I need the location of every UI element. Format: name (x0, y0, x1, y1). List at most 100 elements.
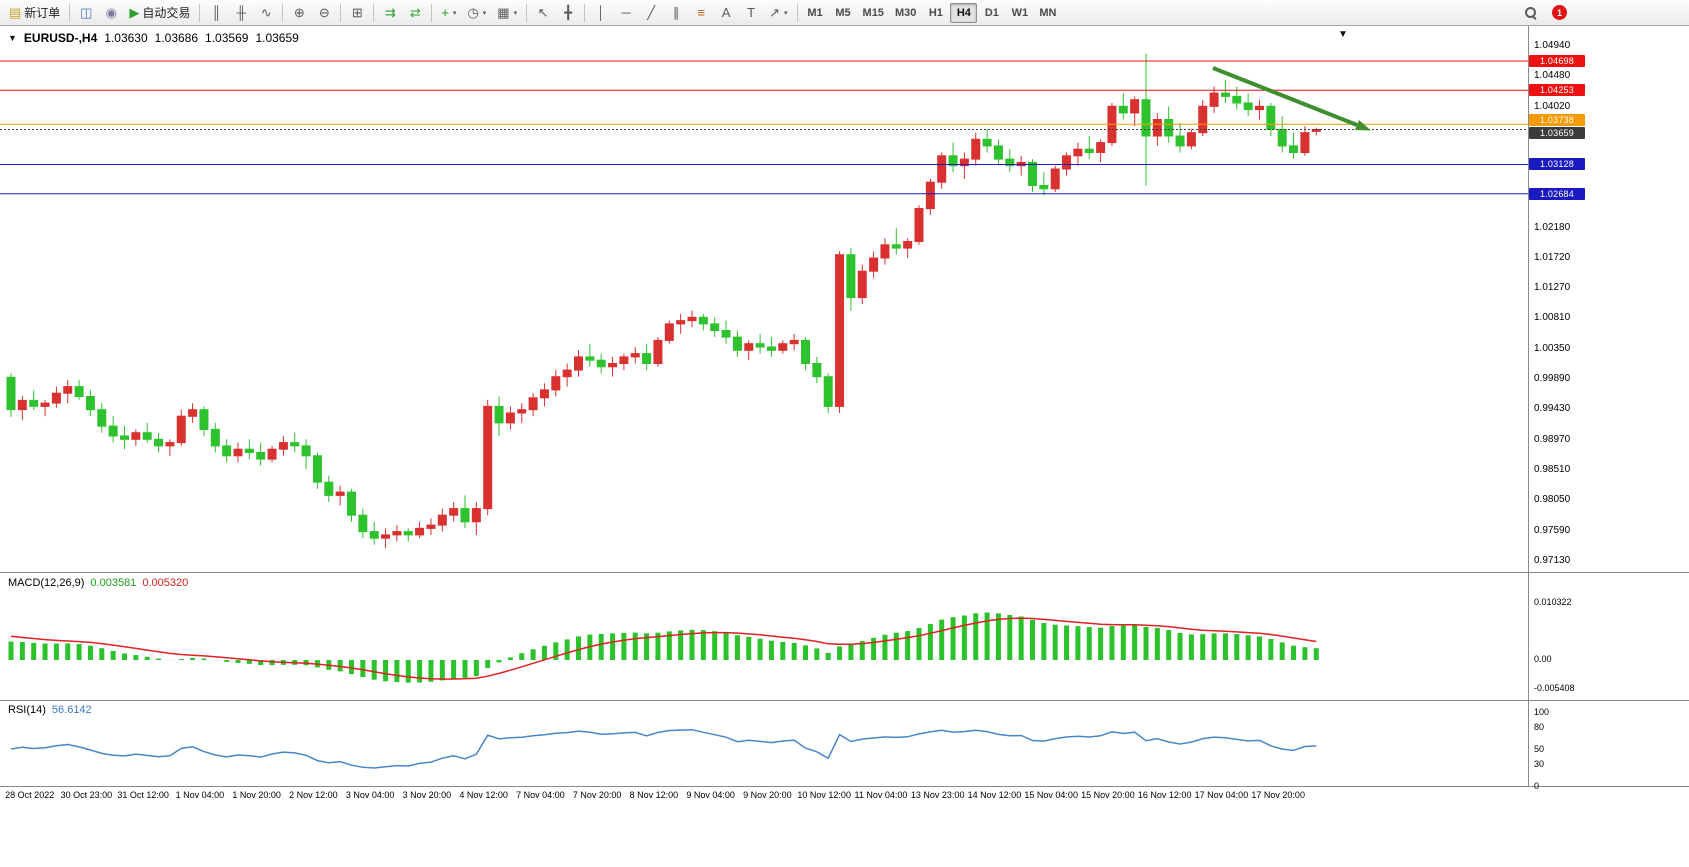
price-badge-pivot: 1.03738 (1529, 114, 1585, 127)
chart-shift-button[interactable]: ⇄ (403, 2, 427, 24)
time-axis[interactable]: 28 Oct 2022 30 Oct 23:00 31 Oct 12:00 1 Nov… (0, 787, 1689, 805)
price-axis-label: 0.99890 (1534, 373, 1571, 384)
chart-shift-marker-icon[interactable]: ▼ (1338, 29, 1348, 40)
price-axis-border (1528, 26, 1529, 787)
price-axis-label: 0.98510 (1534, 464, 1571, 475)
crosshair-button[interactable]: ╋ (556, 2, 580, 24)
time-axis-label: 7 Nov 20:00 (572, 790, 622, 800)
horizontal-line-button[interactable]: ─ (614, 2, 638, 24)
price-axis-label: 1.01270 (1534, 282, 1571, 293)
time-axis-label: 9 Nov 04:00 (686, 790, 735, 800)
bar-chart-button[interactable]: ║ (204, 2, 228, 24)
text-label-button[interactable]: T (739, 2, 763, 24)
price-badge-support-1: 1.03128 (1529, 158, 1585, 171)
zoom-out-button[interactable]: ⊖ (312, 2, 336, 24)
timeframe-d1[interactable]: D1 (978, 3, 1005, 23)
time-axis-label: 3 Nov 04:00 (345, 790, 395, 800)
timeframe-m1[interactable]: M1 (802, 3, 829, 23)
one-click-trading-toggle[interactable]: ▼ (8, 33, 17, 43)
timeframe-h1[interactable]: H1 (922, 3, 949, 23)
timeframe-m5[interactable]: M5 (830, 3, 857, 23)
panel-separator[interactable] (0, 572, 1689, 573)
macd-panel-canvas[interactable] (0, 573, 1528, 700)
rsi-panel-canvas[interactable] (0, 701, 1528, 786)
price-axis-label: 0.98970 (1534, 433, 1571, 445)
new-order-button[interactable]: ▤ 新订单 (4, 2, 65, 24)
time-axis-label: 2 Nov 12:00 (289, 790, 338, 800)
chart-window[interactable]: ▼ EURUSD-,H4 1.03630 1.03686 1.03569 1.0… (0, 26, 1689, 867)
search-button[interactable] (1518, 2, 1542, 24)
bar-chart-icon: ║ (211, 5, 221, 20)
periods-icon: ◷ (467, 5, 479, 20)
line-chart-button[interactable]: ∿ (254, 2, 278, 24)
templates-icon: ▦ (497, 5, 510, 20)
market-watch-button[interactable]: ◉ (99, 2, 123, 24)
auto-trading-icon: ▶ (129, 5, 140, 20)
chart-open-value: 1.03630 (104, 31, 148, 45)
trend-arrow-line[interactable] (1212, 66, 1358, 127)
time-axis-label: 14 Nov 12:00 (967, 790, 1022, 800)
indicators-button[interactable]: + ▾ (436, 2, 461, 24)
notification-badge[interactable]: 1 (1552, 5, 1567, 20)
macd-main-value: 0.003581 (90, 577, 137, 589)
periods-button[interactable]: ◷ ▾ (462, 2, 491, 24)
auto-trading-button[interactable]: ▶ 自动交易 (124, 2, 195, 24)
rsi-name: RSI(14) (8, 704, 46, 716)
time-axis-label: 28 Oct 2022 (5, 790, 55, 800)
timeframe-w1[interactable]: W1 (1006, 3, 1033, 23)
time-axis-label: 4 Nov 12:00 (459, 790, 508, 800)
trendline-icon: ╱ (647, 5, 656, 20)
chart-windows-button[interactable]: ◫ (74, 2, 98, 24)
fibonacci-button[interactable]: ≡ (689, 2, 713, 24)
trendline-button[interactable]: ╱ (639, 2, 663, 24)
auto-scroll-icon: ⇉ (384, 5, 396, 20)
new-order-icon: ▤ (9, 5, 22, 20)
time-axis-label: 9 Nov 20:00 (743, 790, 792, 800)
toolbar-separator (796, 3, 798, 22)
timeframe-mn[interactable]: MN (1034, 3, 1061, 23)
time-axis-label: 10 Nov 12:00 (797, 790, 851, 800)
macd-signal-line (10, 617, 1317, 680)
toolbar-separator (431, 3, 433, 22)
price-axis-label: 0.98050 (1534, 494, 1571, 506)
chart-low-value: 1.03569 (205, 31, 249, 45)
templates-button[interactable]: ▦ ▾ (492, 2, 522, 24)
timeframe-m15[interactable]: M15 (858, 3, 889, 23)
auto-scroll-button[interactable]: ⇉ (378, 2, 402, 24)
toolbar-separator (69, 3, 71, 22)
vertical-line-button[interactable]: │ (589, 2, 613, 24)
timeframe-toolbar: M1 M5 M15 M30 H1 H4 D1 W1 MN (802, 2, 1062, 23)
toolbar-separator (526, 3, 528, 22)
auto-trading-button-label: 自动交易 (142, 6, 191, 20)
search-icon (1524, 6, 1537, 19)
toolbar-separator (282, 3, 284, 22)
timeframe-m30[interactable]: M30 (890, 3, 921, 23)
macd-axis-label: 0.00 (1534, 654, 1552, 664)
text-button[interactable]: A (714, 2, 738, 24)
price-axis-label: 0.97590 (1534, 524, 1571, 536)
timeframe-h4[interactable]: H4 (950, 2, 978, 23)
price-chart-canvas[interactable] (0, 26, 1528, 572)
arrows-icon: ↗ (769, 5, 781, 20)
tile-windows-button[interactable]: ⊞ (345, 2, 369, 24)
candlestick-chart-button[interactable]: ╫ (229, 2, 253, 24)
candlestick-series[interactable] (6, 53, 1321, 549)
rsi-axis-label: 100 (1534, 707, 1550, 717)
macd-axis-label: 0.010322 (1534, 597, 1572, 607)
time-axis-label: 1 Nov 20:00 (232, 790, 281, 800)
time-axis-label: 30 Oct 23:00 (60, 790, 113, 800)
rsi-label: RSI(14) 56.6142 (8, 704, 92, 716)
zoom-out-icon: ⊖ (318, 5, 330, 20)
chart-close-value: 1.03659 (255, 31, 299, 45)
panel-separator[interactable] (0, 700, 1689, 701)
cursor-button[interactable]: ↖ (531, 2, 555, 24)
zoom-in-button[interactable]: ⊕ (287, 2, 311, 24)
rsi-axis-label: 30 (1534, 758, 1545, 769)
time-axis-label: 16 Nov 12:00 (1137, 790, 1192, 800)
new-order-button-label: 新订单 (24, 6, 61, 20)
rsi-line (10, 728, 1317, 769)
arrows-button[interactable]: ↗ ▾ (764, 2, 792, 24)
time-axis-label: 11 Nov 04:00 (854, 790, 908, 800)
price-axis-label: 1.04020 (1534, 100, 1571, 112)
channel-button[interactable]: ∥ (664, 2, 688, 24)
